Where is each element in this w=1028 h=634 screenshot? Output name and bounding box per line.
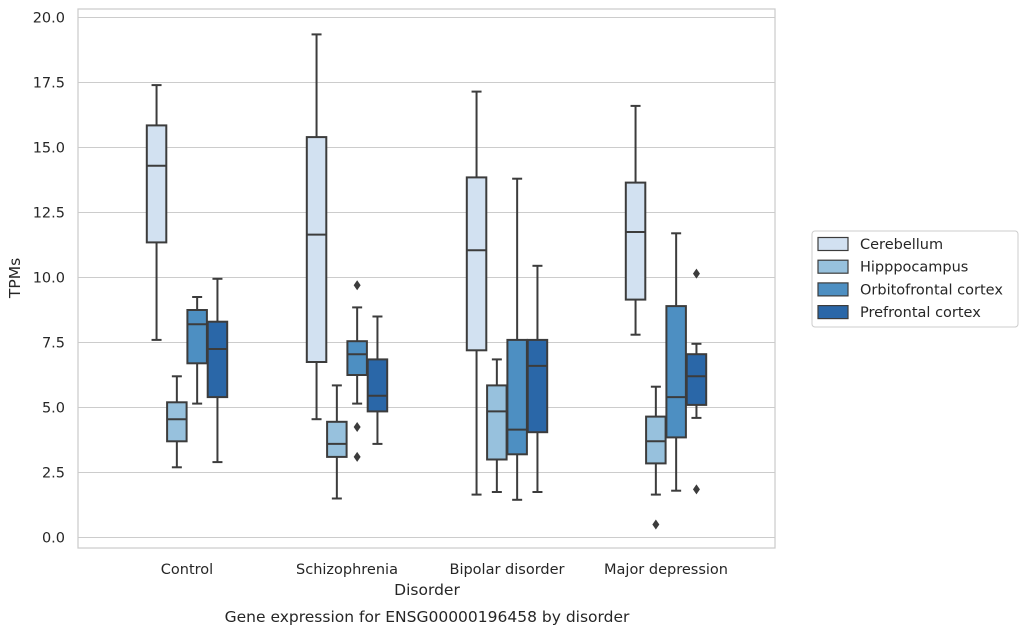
box-plot [206, 277, 229, 464]
outlier-point [692, 268, 700, 279]
legend-label: Prefrontal cortex [860, 305, 981, 321]
legend-swatch [817, 305, 849, 320]
box-plot [465, 90, 488, 496]
box-plot [624, 104, 647, 336]
box-plot [186, 296, 208, 405]
legend-swatch [817, 259, 849, 274]
y-tick-label: 17.5 [33, 76, 65, 92]
y-tick-label: 0.0 [42, 531, 65, 547]
y-tick-label: 5.0 [42, 401, 65, 417]
box-iqr [526, 338, 549, 434]
box-plot [526, 264, 549, 493]
box-plot [346, 280, 368, 462]
box-plot [506, 177, 528, 501]
box-plot [326, 384, 348, 500]
legend-frame [811, 230, 1019, 328]
outlier-point [353, 280, 361, 291]
legend-swatch [817, 282, 849, 297]
box-iqr [645, 415, 667, 465]
y-tick-label: 20.0 [33, 11, 65, 27]
y-tick-label: 10.0 [33, 271, 65, 287]
x-tick-label: Bipolar disorder [450, 562, 565, 578]
box-plots [145, 33, 708, 530]
box-plot [366, 315, 389, 445]
box-iqr [665, 305, 687, 439]
x-tick-label: Major depression [604, 562, 728, 578]
box-iqr [366, 358, 389, 413]
x-tick-labels: Control Schizophrenia Bipolar disorder Majo… [161, 562, 728, 578]
x-tick-label: Control [161, 562, 213, 578]
y-tick-label: 2.5 [42, 466, 65, 482]
outlier-point [692, 484, 700, 495]
box-plot [305, 33, 328, 421]
box-iqr [145, 124, 168, 244]
box-iqr [685, 353, 708, 406]
box-iqr [486, 384, 508, 461]
box-iqr [465, 176, 488, 352]
outlier-point [353, 422, 361, 432]
box-iqr [624, 181, 647, 301]
box-plot [145, 84, 168, 341]
y-axis-title: TPMs [6, 258, 24, 299]
box-iqr [506, 338, 528, 456]
box-iqr [326, 420, 348, 458]
box-plot [166, 375, 188, 469]
y-tick-label: 7.5 [42, 336, 65, 352]
box-plot [665, 232, 687, 492]
plot-area-frame [77, 8, 776, 549]
box-iqr [186, 309, 208, 365]
legend-label: Hipppocampus [860, 260, 968, 276]
x-axis-title: Disorder [394, 581, 460, 599]
box-plot [645, 385, 667, 530]
legend-swatch [817, 236, 849, 252]
chart-caption: Gene expression for ENSG00000196458 by d… [225, 608, 630, 626]
box-iqr [346, 340, 368, 377]
legend-label: Orbitofrontal cortex [860, 282, 1003, 298]
outlier-point [353, 451, 361, 462]
box-iqr [305, 136, 328, 363]
legend: Cerebellum Hipppocampus Orbitofrontal cort… [811, 230, 1019, 328]
y-tick-label: 15.0 [33, 141, 65, 157]
x-tick-label: Schizophrenia [296, 562, 398, 578]
box-iqr [206, 320, 229, 399]
box-plot [685, 268, 708, 495]
grid-lines [78, 16, 775, 539]
box-iqr [166, 401, 188, 443]
legend-label: Cerebellum [860, 237, 943, 253]
outlier-point [652, 519, 660, 530]
y-tick-labels: 0.0 2.5 5.0 7.5 10.0 12.5 15.0 17.5 20.0 [33, 11, 65, 547]
y-tick-label: 12.5 [33, 206, 65, 222]
